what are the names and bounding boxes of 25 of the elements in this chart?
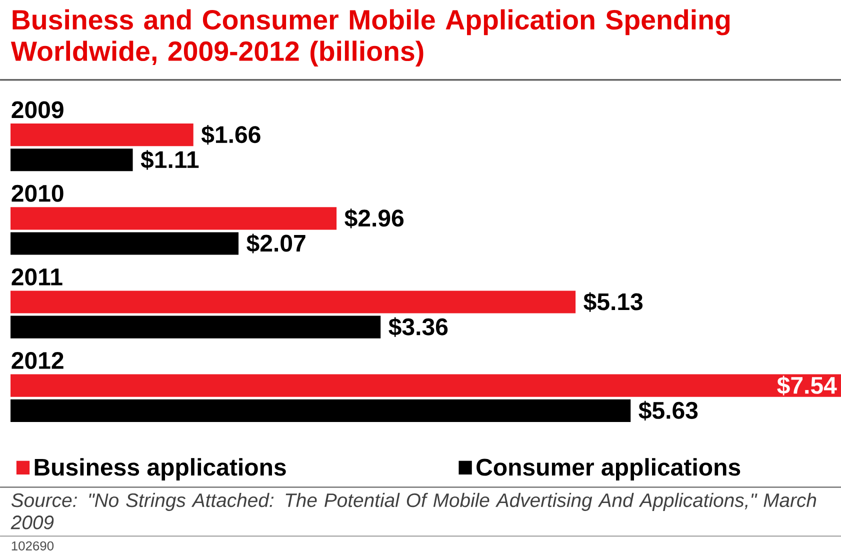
chart-title: Business and Consumer Mobile Application Spending Worldwide, 2009-2012 (billions) bbox=[10, 9, 730, 67]
y-tick-label: 2009 bbox=[12, 101, 64, 118]
source-note: Source: "No Strings Attached: The Potential Of Mobile Advertising And Applications," March 2009 bbox=[10, 492, 816, 530]
y-tick-label: 2010 bbox=[12, 184, 64, 202]
legend-label: Consumer applications bbox=[476, 458, 740, 481]
text: 102690 bbox=[12, 541, 54, 550]
bar bbox=[10, 232, 239, 255]
y-tick-label: 2011 bbox=[12, 268, 62, 286]
data-label: $3.36 bbox=[388, 317, 448, 337]
data-label: $2.07 bbox=[246, 234, 306, 254]
bar bbox=[10, 316, 381, 338]
bar bbox=[10, 399, 631, 422]
bar bbox=[10, 124, 194, 146]
legend-label: Business applications bbox=[34, 458, 286, 481]
y-tick-label: 2012 bbox=[12, 352, 64, 370]
bar bbox=[10, 207, 337, 230]
bar bbox=[10, 148, 133, 172]
data-label: $7.54 bbox=[777, 376, 837, 396]
data-label: $5.63 bbox=[638, 400, 698, 421]
data-label: $5.13 bbox=[584, 292, 643, 312]
data-label: $1.66 bbox=[201, 125, 260, 145]
data-label: $2.96 bbox=[344, 208, 404, 228]
bar bbox=[10, 290, 576, 314]
data-label: $1.11 bbox=[140, 150, 199, 170]
bar bbox=[10, 374, 841, 397]
